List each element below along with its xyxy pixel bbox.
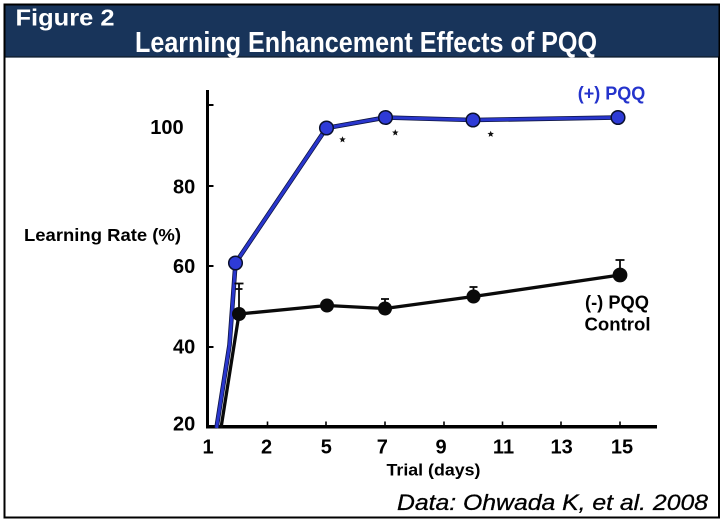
svg-text:Trial (days): Trial (days) <box>387 461 481 480</box>
svg-text:Learning Enhancement Effects o: Learning Enhancement Effects of PQQ <box>135 27 597 59</box>
svg-text:Control: Control <box>585 315 651 335</box>
svg-text:20: 20 <box>173 414 195 436</box>
svg-text:1: 1 <box>202 437 213 459</box>
svg-text:15: 15 <box>611 437 633 459</box>
svg-text:11: 11 <box>493 437 514 459</box>
svg-text:13: 13 <box>550 437 572 459</box>
svg-text:7: 7 <box>377 437 388 459</box>
svg-text:80: 80 <box>173 176 195 198</box>
svg-text:2: 2 <box>261 437 272 459</box>
svg-text:Data: Ohwada K, et al. 2008: Data: Ohwada K, et al. 2008 <box>397 490 709 515</box>
svg-text:(-) PQQ: (-) PQQ <box>585 293 649 313</box>
svg-text:40: 40 <box>173 336 195 358</box>
svg-text:Figure 2: Figure 2 <box>16 5 115 31</box>
svg-text:Learning Rate (%): Learning Rate (%) <box>24 225 181 245</box>
svg-text:9: 9 <box>435 437 446 459</box>
svg-text:100: 100 <box>150 117 183 139</box>
svg-text:(+) PQQ: (+) PQQ <box>578 84 646 104</box>
svg-text:60: 60 <box>173 256 195 278</box>
svg-text:5: 5 <box>321 437 332 459</box>
